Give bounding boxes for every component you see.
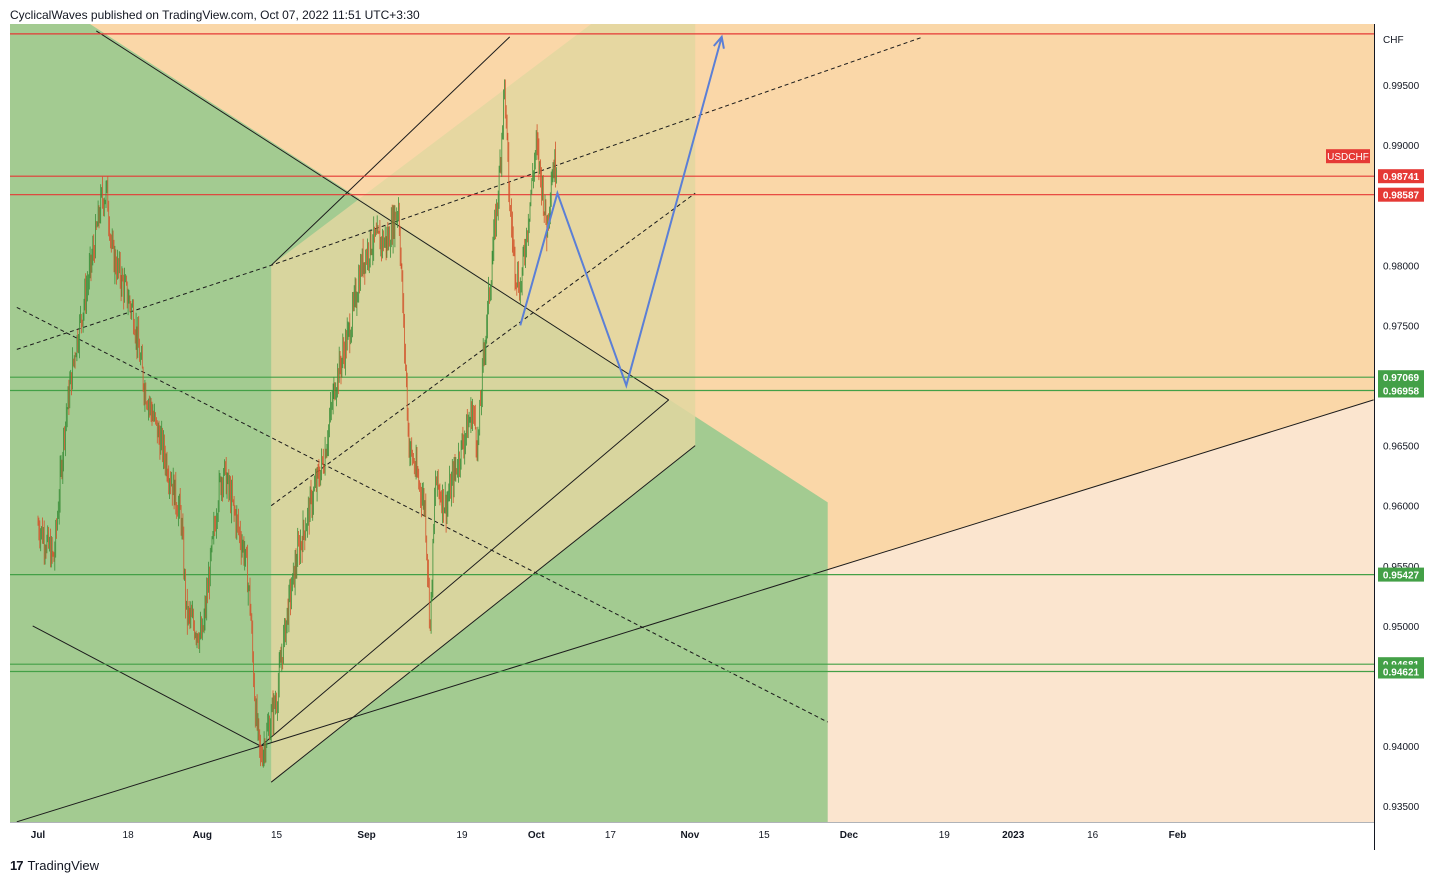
y-tick-label: 0.97500: [1383, 321, 1420, 332]
x-tick-label: Dec: [840, 830, 859, 841]
projection-path: [519, 34, 725, 389]
trend-line: [16, 306, 828, 723]
publisher-line: CyclicalWaves published on TradingView.c…: [10, 8, 420, 22]
x-tick-label: Oct: [528, 830, 545, 841]
trend-line: [270, 192, 696, 507]
price-tag-label: 0.97069: [1383, 373, 1420, 384]
x-tick-label: Nov: [680, 830, 699, 841]
price-tag-label: 0.98587: [1383, 191, 1420, 202]
y-tick-label: 0.96500: [1383, 442, 1420, 453]
trend-line: [270, 445, 696, 783]
y-tick-label: 0.96000: [1383, 502, 1420, 513]
footer: 17 TradingView: [10, 858, 99, 873]
tradingview-logo-icon: 17: [10, 858, 24, 873]
y-tick-label: 0.98000: [1383, 261, 1420, 272]
price-tag-label: 0.95427: [1383, 571, 1420, 582]
price-labels: USDCHF 0.98741 0.98587 0.97069 0.96958 0.9542…: [1326, 149, 1424, 679]
x-tick-label: 2023: [1002, 830, 1025, 841]
price-tag-label: 0.94621: [1383, 668, 1420, 679]
price-tag: [1378, 370, 1424, 385]
x-tick-label: 19: [456, 830, 468, 841]
x-tick-label: 18: [123, 830, 135, 841]
y-tick-label: 0.95500: [1383, 562, 1420, 573]
y-tick-label: 0.94000: [1383, 742, 1420, 753]
projection-arrow-icon: [713, 34, 725, 49]
price-tag: [1378, 664, 1424, 679]
x-tick-label: Aug: [193, 830, 212, 841]
y-tick-label: 0.99500: [1383, 81, 1420, 92]
symbol-badge: [1326, 149, 1370, 164]
currency-label: CHF: [1383, 35, 1404, 46]
y-tick-label: 0.99000: [1383, 141, 1420, 152]
price-tag: [1378, 187, 1424, 202]
price-tag-label: 0.98741: [1383, 172, 1420, 183]
price-axis[interactable]: CHF 0.99500 0.99000 0.98000 0.97500 0.96500 0.…: [1383, 35, 1420, 813]
x-tick-label: Feb: [1169, 830, 1187, 841]
x-tick-label: 15: [271, 830, 283, 841]
trend-lines: [16, 30, 1374, 822]
time-axis[interactable]: Jul 18 Aug 15 Sep 19 Oct 17 Nov 15 Dec 19 2023 16 Feb: [31, 830, 1187, 841]
trend-line: [16, 36, 924, 350]
plot-area[interactable]: [10, 24, 1374, 824]
trend-line: [96, 30, 669, 401]
candles: [37, 79, 557, 768]
footer-brand: TradingView: [27, 858, 100, 873]
price-tag: [1378, 567, 1424, 582]
trend-line: [16, 399, 1374, 822]
y-tick-label: 0.95000: [1383, 622, 1420, 633]
price-tag-label: 0.96958: [1383, 387, 1420, 398]
x-tick-label: Jul: [31, 830, 46, 841]
projection-line: [519, 36, 723, 389]
x-tick-label: 15: [759, 830, 771, 841]
x-tick-label: Sep: [357, 830, 375, 841]
x-tick-label: 16: [1087, 830, 1099, 841]
price-tag: [1378, 169, 1424, 184]
symbol-label: USDCHF: [1327, 152, 1369, 163]
trend-line: [270, 36, 511, 266]
yellow-zone: [271, 24, 696, 783]
y-tick-label: 0.93500: [1383, 802, 1420, 813]
x-tick-label: 19: [939, 830, 951, 841]
price-tag: [1378, 383, 1424, 398]
horizontal-levels: [10, 33, 1374, 673]
x-tick-label: 17: [605, 830, 617, 841]
